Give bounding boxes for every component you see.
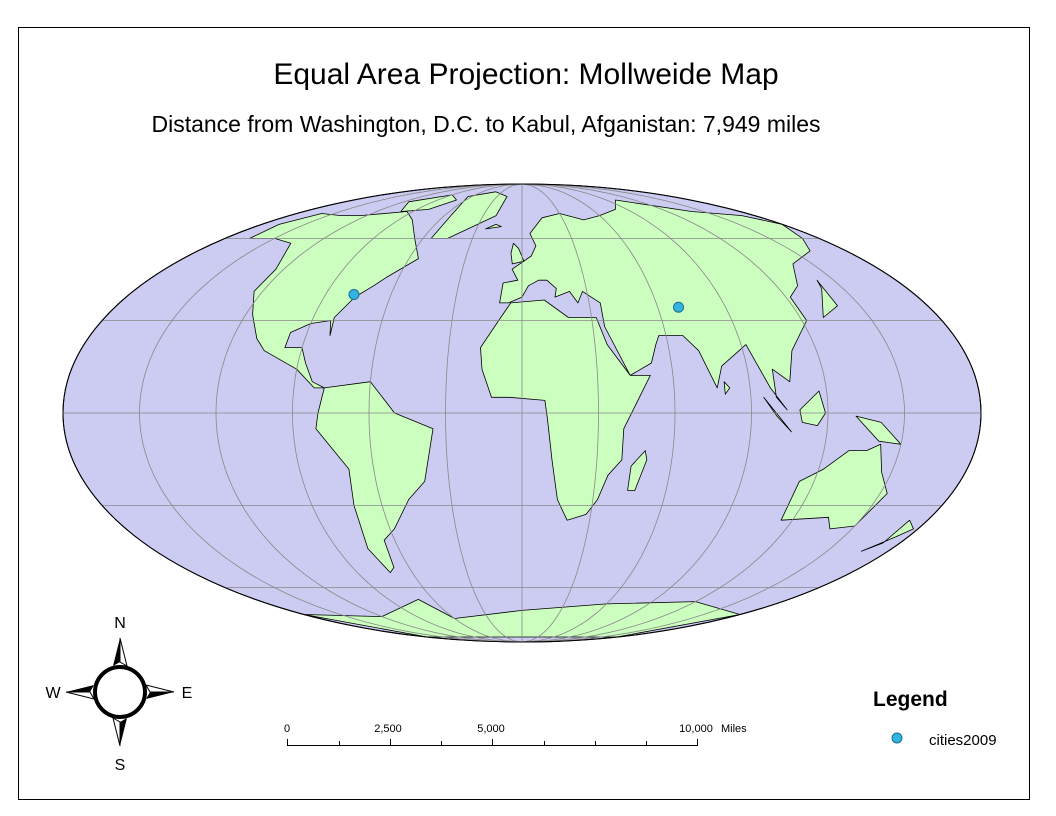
graticule-meridian (292, 183, 523, 643)
landmass (780, 443, 888, 530)
legend-item: cities2009 (929, 732, 997, 749)
landmass (480, 299, 651, 521)
landmass (400, 194, 457, 212)
compass-n: N (114, 615, 126, 632)
graticule-meridian (521, 183, 676, 643)
landmass (799, 390, 826, 426)
scale-unit: Miles (721, 723, 747, 735)
landmass (861, 519, 914, 552)
graticule-meridian (445, 183, 523, 643)
scale-bar (287, 739, 698, 746)
neatline (18, 27, 1030, 800)
scale-label: 0 (284, 723, 290, 735)
city-point (348, 289, 360, 301)
landmass (723, 381, 731, 395)
graticule-meridian (521, 183, 752, 643)
landmass (249, 211, 419, 389)
globe-outline (62, 183, 982, 643)
legend-symbol (891, 732, 903, 744)
compass-e: E (182, 685, 193, 702)
graticule-meridian (521, 183, 829, 643)
graticule-meridian (521, 183, 905, 643)
scale-label: 2,500 (374, 723, 402, 735)
map-subtitle: Distance from Washington, D.C. to Kabul,… (151, 111, 820, 137)
globe (62, 183, 982, 643)
graticule-meridian (215, 183, 523, 643)
landmass (763, 396, 792, 433)
map-title: Equal Area Projection: Mollweide Map (273, 58, 778, 91)
landmass (499, 199, 811, 411)
landmass (430, 191, 508, 239)
graticule-meridian (139, 183, 523, 643)
scale-label: 10,000 (679, 723, 713, 735)
landmass (485, 224, 502, 230)
compass-s: S (115, 757, 126, 774)
graticule-meridian (521, 183, 599, 643)
north-arrow (65, 637, 175, 747)
city-point (673, 301, 685, 313)
scale-label: 5,000 (477, 723, 505, 735)
landmass (627, 450, 648, 491)
landmass (315, 381, 434, 573)
compass-w: W (45, 685, 61, 702)
graticule-meridian (368, 183, 523, 643)
landmass (816, 279, 838, 318)
legend-title: Legend (873, 688, 948, 711)
